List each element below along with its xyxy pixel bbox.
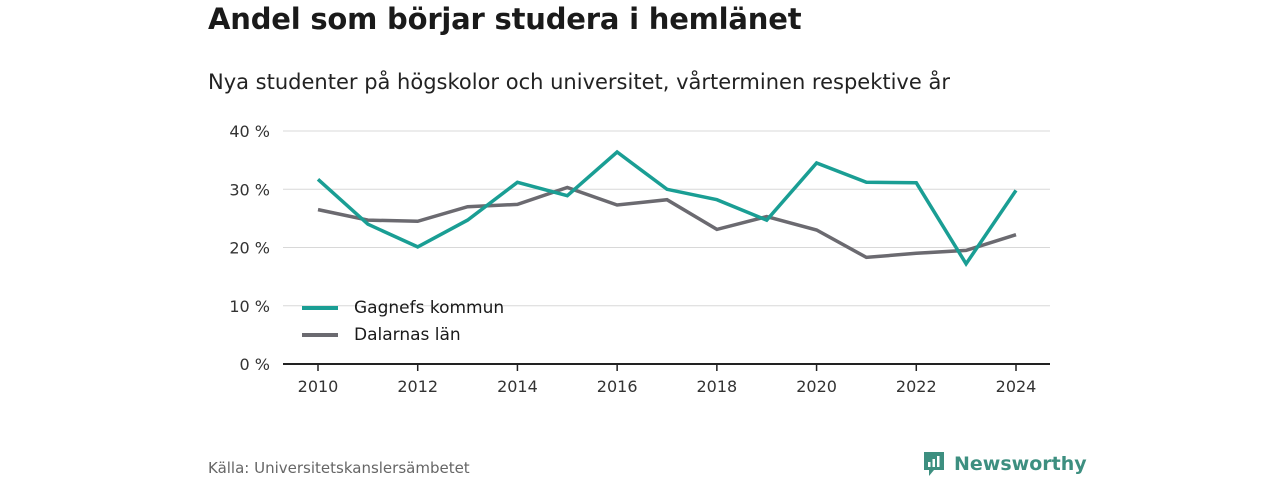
brand-logo[interactable]: Newsworthy [922,450,1087,478]
legend-swatch-series-1 [302,305,338,310]
x-tick-label: 2022 [896,377,937,396]
x-tick-label: 2016 [597,377,638,396]
x-tick-label: 2020 [796,377,837,396]
legend-label-series-2: Dalarnas län [354,324,461,345]
brand-name: Newsworthy [954,453,1087,475]
chart-subtitle: Nya studenter på högskolor och universit… [208,70,950,94]
y-tick-label: 0 % [240,355,270,374]
y-tick-label: 40 % [229,122,270,141]
series-line-2 [317,185,1017,260]
series-line-1 [316,149,1018,268]
chart-title: Andel som börjar studera i hemlänet [208,2,802,36]
x-tick-label: 2014 [497,377,538,396]
legend-item-series-2: Dalarnas län [302,321,504,348]
y-tick-label: 10 % [229,297,270,316]
legend-label-series-1: Gagnefs kommun [354,297,505,318]
legend-swatch-series-2 [302,332,338,337]
y-tick-label: 30 % [229,180,270,199]
x-tick-label: 2018 [696,377,737,396]
source-note: Källa: Universitetskanslersämbetet [208,459,470,477]
x-tick-label: 2012 [397,377,438,396]
x-tick-label: 2024 [996,377,1037,396]
x-tick-label: 2010 [298,377,339,396]
legend-item-series-1: Gagnefs kommun [302,294,504,321]
y-tick-label: 20 % [229,239,270,258]
chart-legend: Gagnefs kommun Dalarnas län [302,294,504,348]
newsworthy-logo-icon [924,452,944,476]
